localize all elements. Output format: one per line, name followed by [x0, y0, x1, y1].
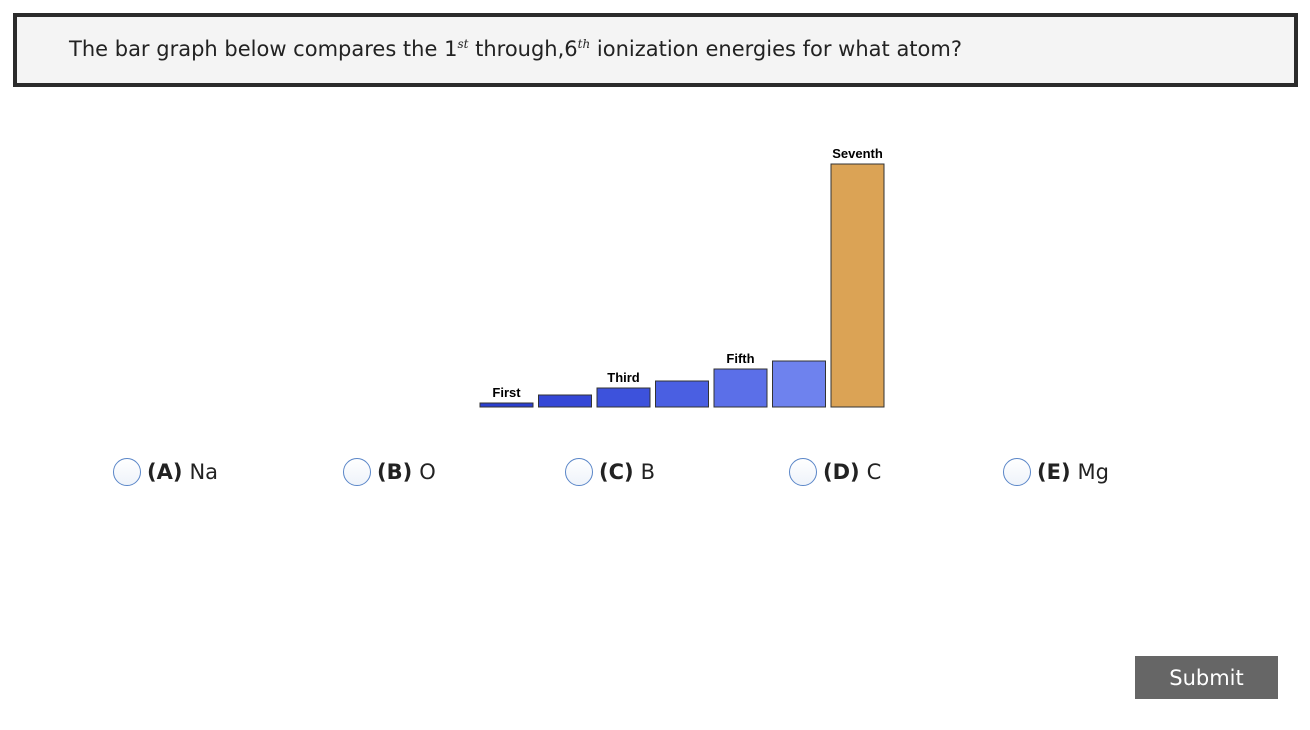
radio-button[interactable] — [565, 458, 593, 486]
superscript: st — [457, 37, 469, 51]
bar — [830, 163, 885, 408]
bar-label: Fifth — [726, 351, 754, 366]
option-answer: O — [419, 460, 436, 484]
radio-button[interactable] — [1003, 458, 1031, 486]
radio-button[interactable] — [789, 458, 817, 486]
bar-label: Seventh — [832, 146, 883, 161]
option-letter: (D) — [823, 460, 860, 484]
option-letter: (A) — [147, 460, 183, 484]
bar — [772, 360, 826, 408]
question-part: through,6 — [468, 37, 578, 61]
option-answer: Mg — [1077, 460, 1109, 484]
option[interactable]: (E) Mg — [1003, 457, 1109, 487]
option[interactable]: (A) Na — [113, 457, 218, 487]
bar — [538, 394, 592, 408]
option[interactable]: (B) O — [343, 457, 436, 487]
option-letter: (C) — [599, 460, 634, 484]
question-part: ionization energies for what atom? — [590, 37, 962, 61]
option-answer: Na — [189, 460, 219, 484]
bar — [479, 402, 534, 408]
radio-button[interactable] — [343, 458, 371, 486]
question-text: The bar graph below compares the 1st thr… — [69, 37, 962, 61]
bar-label: First — [492, 385, 521, 400]
bar-label: Third — [607, 370, 640, 385]
bar — [713, 368, 768, 408]
option[interactable]: (C) B — [565, 457, 655, 487]
option-letter: (E) — [1037, 460, 1071, 484]
option-answer: B — [640, 460, 656, 484]
bar — [596, 387, 651, 408]
question-part: The bar graph below compares the 1 — [69, 37, 458, 61]
option-letter: (B) — [377, 460, 413, 484]
superscript: th — [577, 37, 591, 51]
submit-button[interactable]: Submit — [1135, 656, 1278, 699]
chart: First Third Fifth Seventh — [479, 146, 885, 408]
bar — [655, 380, 709, 408]
option[interactable]: (D) C — [789, 457, 881, 487]
question-box: The bar graph below compares the 1st thr… — [13, 13, 1298, 87]
option-answer: C — [866, 460, 882, 484]
radio-button[interactable] — [113, 458, 141, 486]
